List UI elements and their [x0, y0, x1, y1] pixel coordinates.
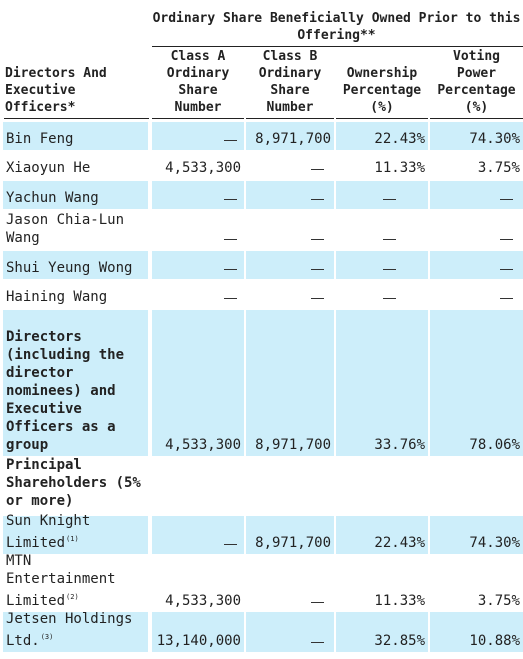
voting-value: 3.75% — [477, 593, 520, 609]
ownership-value: 11.33% — [374, 160, 425, 176]
empty-dash — [311, 169, 324, 170]
row-name: Directors (including the director nomine… — [6, 329, 125, 453]
ownership-value: 33.76% — [374, 437, 425, 453]
empty-dash — [311, 642, 324, 643]
class-a-value: 4,533,300 — [165, 437, 241, 453]
table-row: Bin Feng 8,971,700 22.43% 74.30% — [0, 122, 523, 150]
header-rule — [430, 118, 523, 119]
section-heading: Principal Shareholders (5% or more) — [6, 457, 141, 509]
row-name: Haining Wang — [6, 289, 108, 305]
ownership-value: 22.43% — [374, 131, 425, 147]
row-name: Jetsen Holdings Ltd. — [6, 611, 133, 649]
voting-value: 78.06% — [469, 437, 520, 453]
empty-dash — [383, 239, 396, 240]
empty-dash — [311, 298, 324, 299]
empty-dash — [500, 199, 513, 200]
row-name: Jason Chia-Lun Wang — [6, 212, 125, 246]
header-rule — [336, 118, 428, 119]
class-b-value: 8,971,700 — [255, 131, 331, 147]
table-row: Shui Yeung Wong — [0, 251, 523, 279]
table-row: Jetsen Holdings Ltd.(3) 13,140,000 32.85… — [0, 611, 523, 652]
empty-dash — [311, 199, 324, 200]
header-voting: Voting Power Percentage (%) — [437, 49, 516, 115]
table-row: Haining Wang — [0, 281, 523, 308]
empty-dash — [383, 269, 396, 270]
voting-value: 74.30% — [469, 131, 520, 147]
header-rule — [246, 118, 334, 119]
empty-dash — [224, 239, 237, 240]
row-name: MTN Entertainment Limited — [6, 553, 116, 609]
row-name: Yachun Wang — [6, 190, 99, 206]
ownership-value: 32.85% — [374, 633, 425, 649]
class-b-value: 8,971,700 — [255, 437, 331, 453]
table-row-group-total: Directors (including the director nomine… — [0, 310, 523, 456]
row-name: Shui Yeung Wong — [6, 260, 133, 276]
class-b-value: 8,971,700 — [255, 535, 331, 551]
header-super: Ordinary Share Beneficially Owned Prior … — [152, 11, 521, 43]
table-row: Yachun Wang — [0, 181, 523, 209]
empty-dash — [224, 140, 237, 141]
voting-value: 74.30% — [469, 535, 520, 551]
voting-value: 10.88% — [469, 633, 520, 649]
footnote-marker: (1) — [66, 535, 79, 543]
empty-dash — [224, 298, 237, 299]
empty-dash — [224, 199, 237, 200]
header-directors: Directors And Executive Officers* — [5, 66, 107, 115]
empty-dash — [224, 544, 237, 545]
table-row: MTN Entertainment Limited(2) 4,533,300 1… — [0, 553, 523, 612]
header-class-a: Class A Ordinary Share Number — [166, 49, 230, 115]
table-row: Xiaoyun He 4,533,300 11.33% 3.75% — [0, 152, 523, 179]
empty-dash — [500, 269, 513, 270]
row-name: Sun Knight Limited — [6, 513, 91, 551]
class-a-value: 13,140,000 — [156, 633, 241, 649]
header-ownership: Ownership Percentage (%) — [342, 66, 422, 115]
empty-dash — [500, 298, 513, 299]
ownership-value: 22.43% — [374, 535, 425, 551]
empty-dash — [311, 602, 324, 603]
row-name: Bin Feng — [6, 131, 74, 147]
class-a-value: 4,533,300 — [165, 160, 241, 176]
empty-dash — [311, 269, 324, 270]
empty-dash — [383, 298, 396, 299]
empty-dash — [383, 199, 396, 200]
empty-dash — [224, 269, 237, 270]
empty-dash — [311, 239, 324, 240]
empty-dash — [500, 239, 513, 240]
section-heading-row: Principal Shareholders (5% or more) — [0, 457, 523, 512]
header-class-b: Class B Ordinary Share Number — [258, 49, 322, 115]
class-a-value: 4,533,300 — [165, 593, 241, 609]
footnote-marker: (3) — [40, 633, 54, 641]
header-super-rule — [152, 46, 523, 47]
row-name: Xiaoyun He — [6, 160, 91, 176]
header-rule — [152, 118, 244, 119]
table-row: Sun Knight Limited(1) 8,971,700 22.43% 7… — [0, 513, 523, 554]
footnote-marker: (2) — [66, 593, 79, 601]
ownership-value: 11.33% — [374, 593, 425, 609]
header-rule — [4, 118, 149, 119]
table-row: Jason Chia-Lun Wang — [0, 211, 523, 249]
voting-value: 3.75% — [477, 160, 520, 176]
